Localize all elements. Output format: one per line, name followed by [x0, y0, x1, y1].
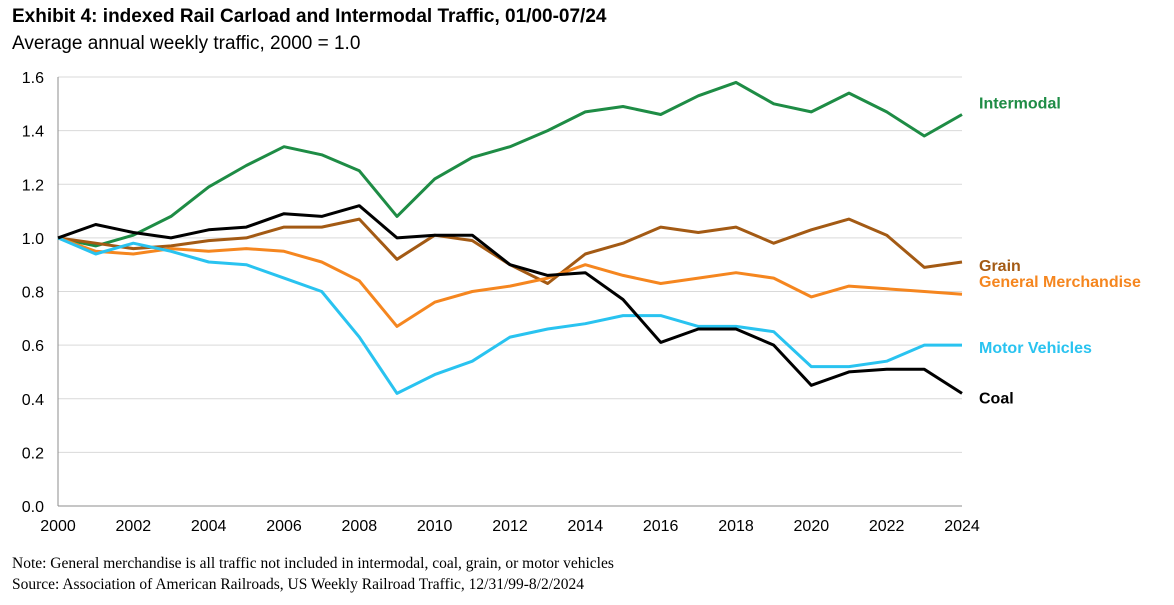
y-tick-label: 0.4	[22, 392, 44, 409]
x-tick-label: 2008	[342, 518, 378, 535]
x-tick-label: 2006	[266, 518, 302, 535]
y-tick-label: 1.4	[22, 124, 44, 141]
x-tick-label: 2014	[568, 518, 604, 535]
y-tick-label: 1.0	[22, 231, 44, 248]
x-tick-label: 2022	[869, 518, 905, 535]
x-tick-label: 2002	[116, 518, 152, 535]
series-label-grain: Grain	[979, 258, 1021, 275]
line-chart: 0.0 0.2 0.4 0.6 0.8 1.0 1.2 1.4 1.6 2000 2002 2004 2…	[22, 70, 1141, 535]
series-label-intermodal: Intermodal	[979, 96, 1061, 113]
series-label-coal: Coal	[979, 390, 1014, 407]
y-tick-label: 0.2	[22, 445, 44, 462]
x-tick-label: 2004	[191, 518, 227, 535]
x-tick-label: 2020	[794, 518, 830, 535]
x-tick-label: 2024	[944, 518, 980, 535]
y-tick-label: 0.0	[22, 499, 44, 516]
x-tick-label: 2010	[417, 518, 453, 535]
source-note: Source: Association of American Railroad…	[12, 576, 585, 593]
y-tick-label: 1.2	[22, 177, 44, 194]
x-tick-label: 2000	[40, 518, 76, 535]
chart-title: Exhibit 4: indexed Rail Carload and Inte…	[12, 6, 607, 27]
gridlines	[58, 76, 962, 453]
series-label-general-merchandise: General Merchandise	[979, 274, 1141, 291]
series-line-coal	[57, 204, 963, 395]
series-label-motor-vehicles: Motor Vehicles	[979, 340, 1092, 357]
x-tick-label: 2012	[492, 518, 528, 535]
x-tick-label: 2018	[718, 518, 754, 535]
series-line-motor-vehicles	[57, 236, 962, 395]
y-tick-label: 0.8	[22, 285, 44, 302]
x-tick-label: 2016	[643, 518, 679, 535]
series-line-general-merchandise	[57, 236, 963, 328]
series-lines	[57, 80, 963, 395]
chart-subtitle: Average annual weekly traffic, 2000 = 1.…	[12, 33, 361, 54]
y-tick-label: 0.6	[22, 338, 44, 355]
footnote: Note: General merchandise is all traffic…	[12, 555, 614, 572]
series-line-intermodal	[57, 80, 963, 248]
y-tick-label: 1.6	[22, 70, 44, 87]
axes: 0.0 0.2 0.4 0.6 0.8 1.0 1.2 1.4 1.6 2000 2002 2004 2…	[22, 70, 980, 535]
